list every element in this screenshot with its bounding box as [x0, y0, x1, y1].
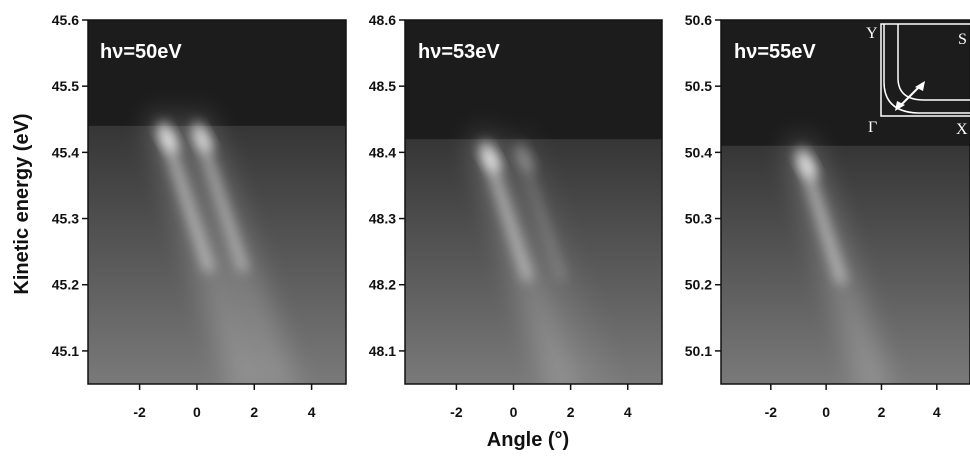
y-tick-label: 50.1 — [685, 343, 712, 359]
inset-label-s: S — [958, 31, 967, 48]
x-tick-label: 2 — [567, 404, 575, 420]
x-tick-label: -2 — [450, 404, 463, 420]
y-tick-label: 48.3 — [369, 211, 396, 227]
y-tick-label: 48.4 — [369, 144, 396, 160]
inset-label-y: Y — [866, 25, 878, 42]
y-axis-title: Kinetic energy (eV) — [11, 113, 33, 294]
x-tick-label: 0 — [510, 404, 518, 420]
arrow-head-start — [895, 101, 905, 111]
y-tick-label: 50.6 — [685, 12, 712, 28]
y-tick-label: 50.4 — [685, 144, 712, 160]
y-tick-label: 48.6 — [369, 12, 396, 28]
y-tick-label: 45.4 — [52, 144, 79, 160]
x-tick-label: -2 — [133, 404, 146, 420]
y-tick-label: 48.2 — [369, 277, 396, 293]
x-tick-label: 2 — [878, 404, 886, 420]
x-tick-label: 4 — [933, 404, 941, 420]
panel-frame — [404, 19, 663, 385]
band-top-0 — [159, 127, 178, 153]
fermi-surface-inner — [897, 24, 970, 101]
inset-frame — [880, 23, 970, 117]
x-tick-label: 4 — [308, 404, 316, 420]
panel-title: hν=55eV — [734, 41, 816, 63]
x-tick-label: -2 — [765, 404, 778, 420]
band-top-0 — [481, 146, 500, 173]
x-axis-title: Angle (°) — [487, 429, 569, 451]
y-tick-label: 45.3 — [52, 211, 79, 227]
y-tick-label: 45.2 — [52, 277, 79, 293]
y-tick-label: 50.3 — [685, 211, 712, 227]
y-tick-label: 50.2 — [685, 277, 712, 293]
y-tick-label: 48.5 — [369, 78, 396, 94]
y-tick-label: 45.6 — [52, 12, 79, 28]
panel-title: hν=53eV — [418, 41, 500, 63]
y-tick-label: 48.1 — [369, 343, 396, 359]
x-tick-label: 0 — [822, 404, 830, 420]
x-tick-label: 2 — [250, 404, 258, 420]
band-top-1 — [193, 127, 212, 153]
inset-label-x: X — [956, 121, 968, 138]
panel-50ev: hν=50eV 45.1 45.2 45.3 45.4 45.5 45.6 -2 0 2 4 — [52, 12, 347, 420]
y-tick-label: 50.5 — [685, 78, 712, 94]
fermi-surface-outer — [883, 24, 970, 114]
x-tick-label: 4 — [624, 404, 632, 420]
y-tick-label: 45.5 — [52, 78, 79, 94]
band-top-1 — [516, 146, 535, 173]
x-tick-label: 0 — [193, 404, 201, 420]
panel-title: hν=50eV — [100, 41, 182, 63]
brillouin-zone-inset: Y S Γ X — [866, 23, 970, 138]
panel-55ev: hν=55eV 50.1 50.2 50.3 50.4 50.5 50.6 -2 0 2 4 Y… — [685, 12, 970, 420]
panel-frame — [720, 19, 970, 385]
panel-53ev: hν=53eV 48.1 48.2 48.3 48.4 48.5 48.6 -2 0 2 4 — [369, 12, 663, 420]
panel-frame — [87, 19, 347, 385]
y-tick-label: 45.1 — [52, 343, 79, 359]
band-top-0 — [798, 153, 817, 180]
inset-label-gamma: Γ — [868, 119, 877, 136]
arrow-head-end — [915, 81, 925, 91]
